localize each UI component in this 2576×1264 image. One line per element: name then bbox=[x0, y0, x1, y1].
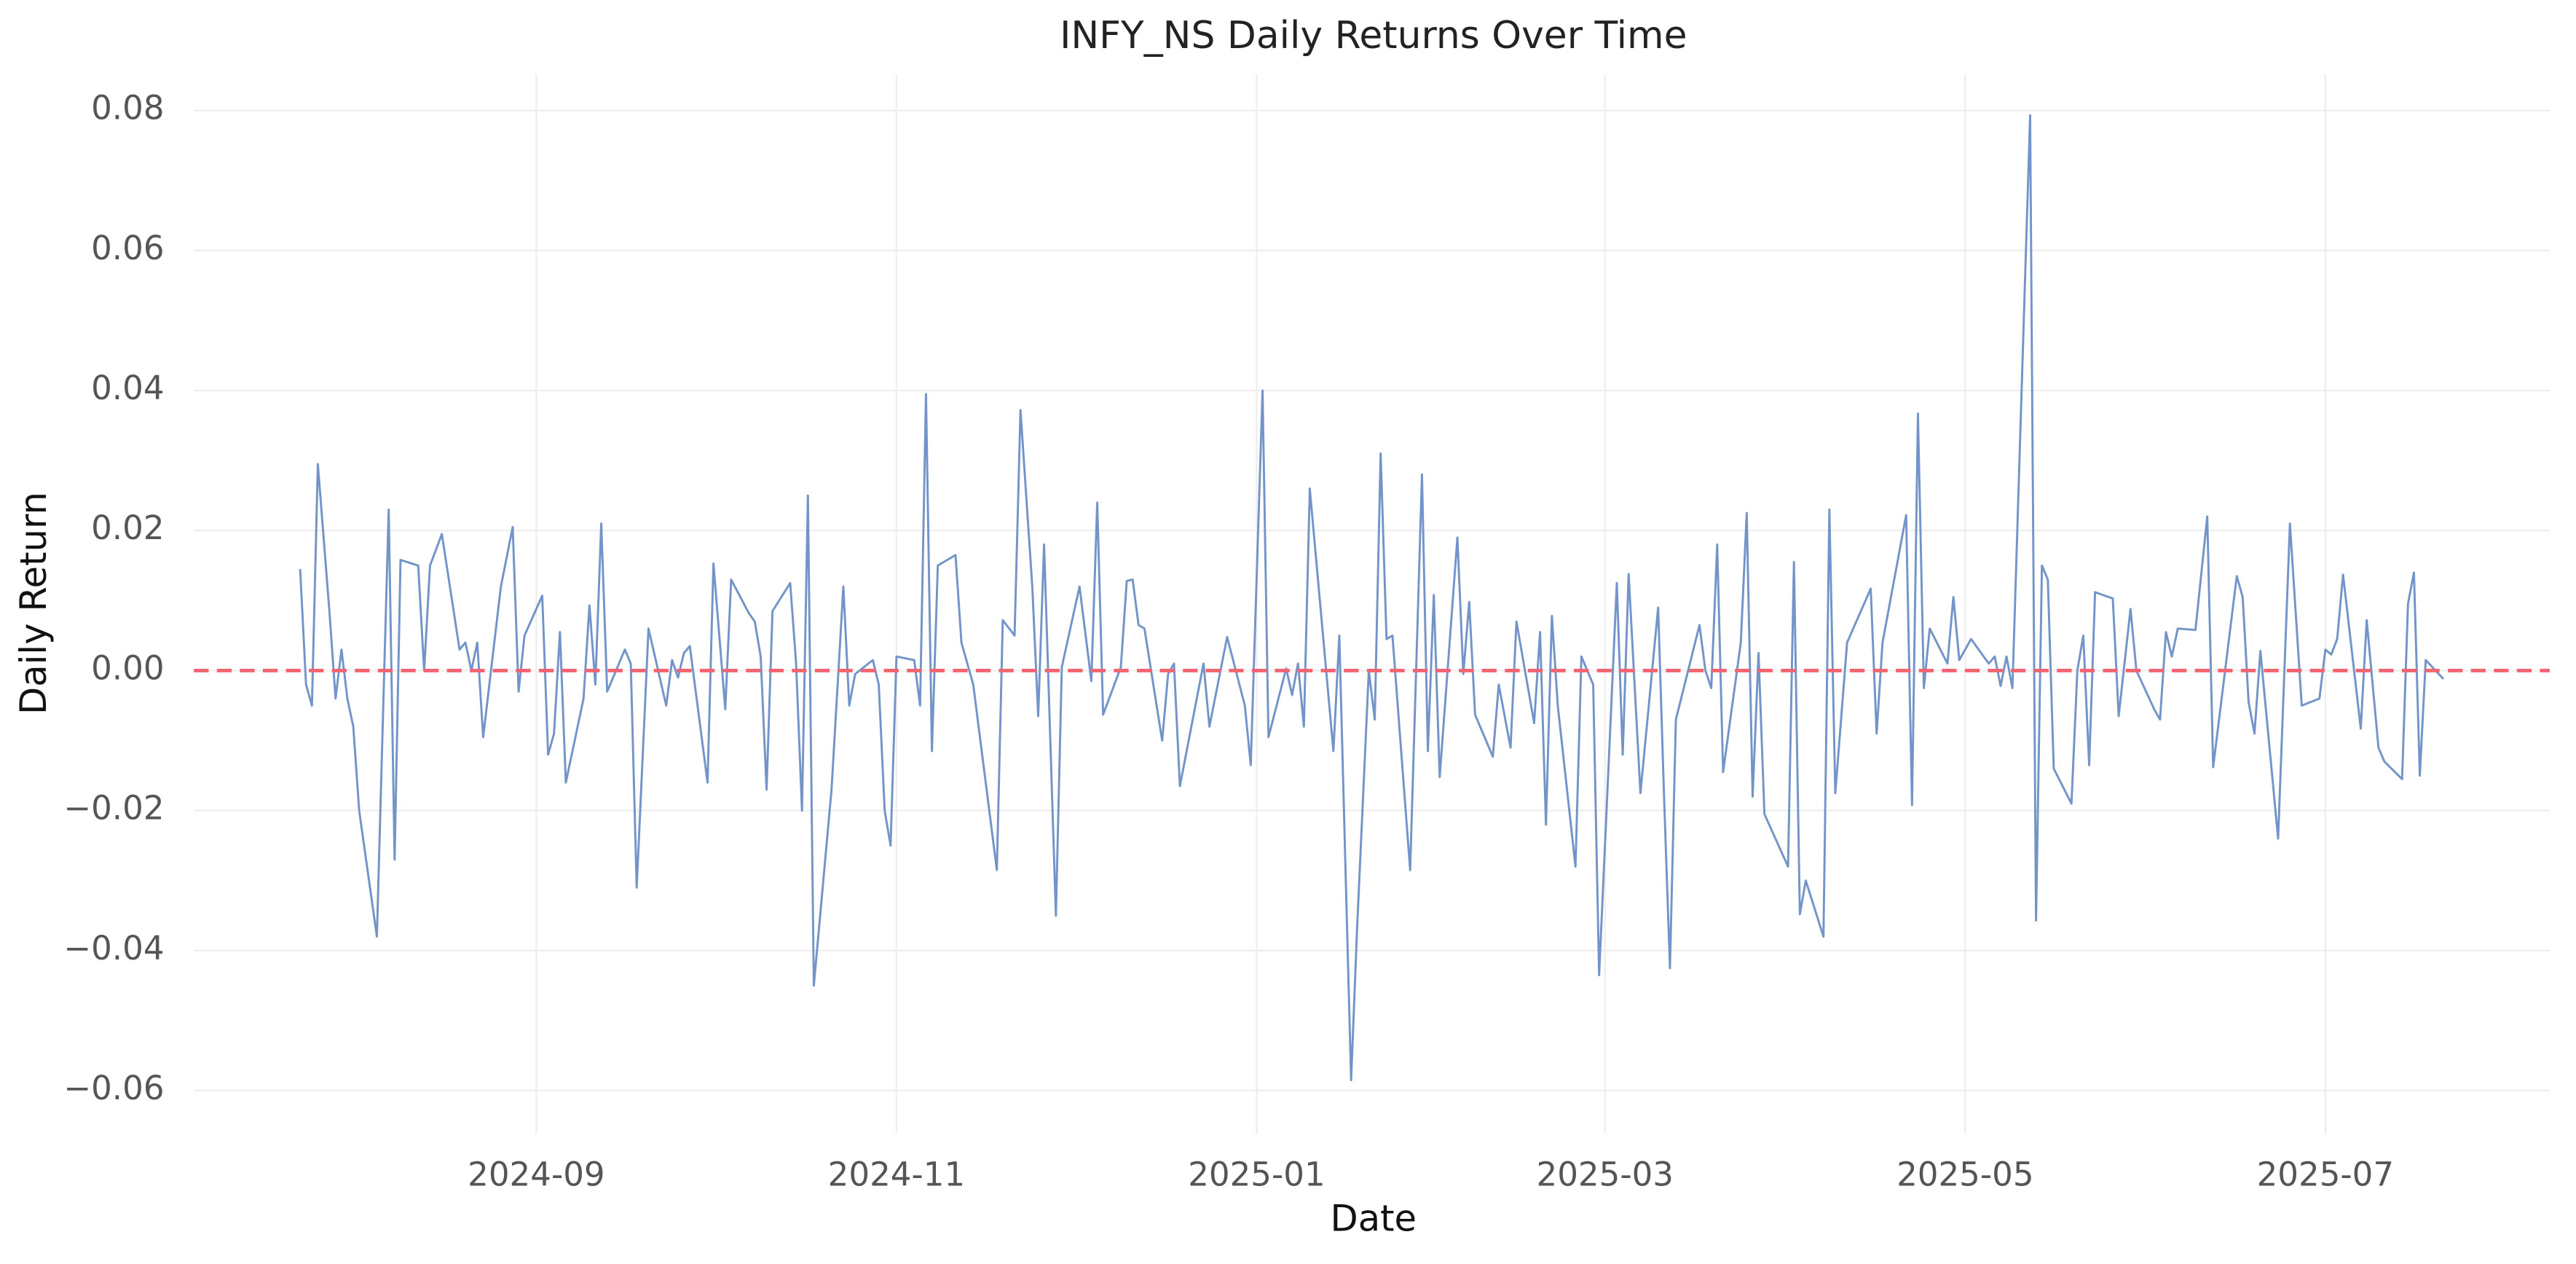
x-tick-label: 2024-11 bbox=[828, 1155, 965, 1193]
y-tick-label: 0.00 bbox=[91, 648, 164, 687]
return-line bbox=[299, 114, 2445, 1082]
x-tick-label: 2024-09 bbox=[468, 1155, 604, 1193]
y-axis-label: Daily Return bbox=[12, 492, 55, 715]
chart-title: INFY_NS Daily Returns Over Time bbox=[1060, 14, 1687, 58]
y-tick-label: −0.02 bbox=[63, 789, 164, 828]
x-tick-label: 2025-07 bbox=[2257, 1155, 2394, 1193]
x-tick-label: 2025-05 bbox=[1896, 1155, 2033, 1193]
y-tick-label: −0.06 bbox=[63, 1069, 164, 1107]
y-tick-label: 0.04 bbox=[91, 369, 164, 407]
x-axis-label: Date bbox=[1331, 1198, 1417, 1240]
y-tick-label: 0.02 bbox=[91, 509, 164, 547]
x-tick-label: 2025-01 bbox=[1188, 1155, 1325, 1193]
y-tick-label: 0.06 bbox=[91, 229, 164, 267]
x-tick-label: 2025-03 bbox=[1537, 1155, 1674, 1193]
y-tick-label: −0.04 bbox=[63, 929, 164, 967]
y-tick-label: 0.08 bbox=[91, 89, 164, 127]
